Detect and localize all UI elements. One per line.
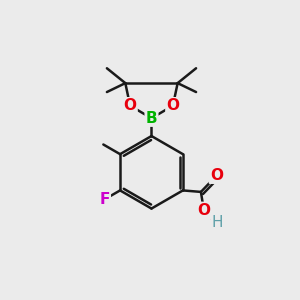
Text: O: O (124, 98, 136, 113)
Text: O: O (167, 98, 179, 113)
Text: B: B (146, 111, 157, 126)
Text: O: O (210, 168, 223, 183)
Text: F: F (100, 192, 110, 207)
Text: H: H (212, 215, 223, 230)
Text: O: O (197, 203, 210, 218)
